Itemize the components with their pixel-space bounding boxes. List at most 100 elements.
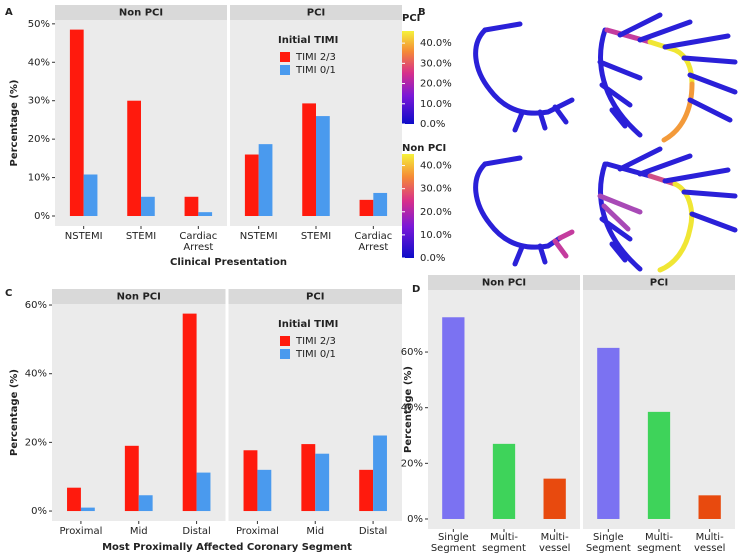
legend-title: Initial TIMI: [278, 319, 338, 330]
x-tick-label: Multi-vessel: [539, 532, 570, 553]
facet-title: Non PCI: [119, 8, 163, 19]
bar: [442, 317, 465, 519]
x-tick-label: STEMI: [301, 231, 331, 242]
x-tick-label: Multi-vessel: [694, 532, 725, 553]
panel-label: D: [412, 284, 420, 295]
colorbar: [402, 31, 414, 124]
legend-title: Initial TIMI: [278, 35, 338, 46]
coronary-diagram-pci: [473, 12, 738, 143]
panel-label: A: [5, 7, 13, 18]
colorbar-tick-label: 30.0%: [420, 184, 452, 195]
colorbar-tick-label: 40.0%: [420, 38, 452, 49]
bar: [359, 199, 374, 217]
y-tick-label: 20%: [28, 134, 50, 145]
bar: [182, 313, 197, 512]
colorbar-tick-label: 0.0%: [420, 253, 445, 264]
y-tick-label: 0%: [34, 211, 50, 222]
colorbar-tick-label: 20.0%: [420, 207, 452, 218]
bar: [69, 29, 84, 217]
x-tick-label: Multi-segment: [637, 532, 681, 553]
colorbar-tick-label: 40.0%: [420, 161, 452, 172]
y-axis-title: Percentage (%): [9, 369, 20, 456]
bar: [244, 154, 259, 217]
x-tick-label: NSTEMI: [240, 231, 278, 242]
bar: [316, 116, 330, 217]
vessel: [657, 181, 695, 273]
x-tick-label: Mid: [306, 526, 324, 537]
facet-strip: [55, 5, 227, 20]
bar: [301, 444, 316, 512]
bar: [597, 347, 620, 519]
x-tick-label: Cardiac Arrest: [354, 231, 392, 253]
bar: [80, 507, 95, 512]
bar: [141, 196, 155, 217]
vessel: [647, 39, 695, 87]
bar: [184, 196, 199, 217]
facet-strip: [230, 5, 402, 20]
bar: [373, 435, 387, 512]
facet-strip: [52, 289, 226, 304]
vessel: [473, 161, 563, 250]
bar: [647, 411, 671, 519]
bar: [543, 478, 566, 519]
legend-label: TIMI 2/3: [295, 52, 336, 63]
facet-title: PCI: [307, 8, 325, 19]
panel-label: B: [418, 7, 426, 18]
vessel: [661, 81, 695, 143]
y-tick-label: 20%: [25, 437, 47, 448]
y-tick-label: 40%: [28, 57, 50, 68]
vessel: [617, 12, 738, 123]
vessel: [482, 21, 569, 133]
bar: [196, 472, 211, 512]
y-tick-label: 0%: [31, 506, 47, 517]
bar: [127, 100, 141, 217]
y-tick-label: 20%: [401, 458, 423, 469]
legend-label: TIMI 0/1: [295, 349, 336, 360]
bar: [138, 495, 153, 512]
legend-label: TIMI 0/1: [295, 65, 336, 76]
x-tick-label: Single Segment: [586, 532, 631, 553]
facet-strip: [428, 275, 580, 290]
x-tick-label: Single Segment: [431, 532, 476, 553]
colorbar-tick-label: 10.0%: [420, 230, 452, 241]
colorbar-tick-label: 10.0%: [420, 99, 452, 110]
bar: [258, 144, 273, 217]
bar: [315, 453, 330, 512]
colorbar-tick-label: 0.0%: [420, 119, 445, 130]
bar: [359, 469, 374, 512]
facet-strip: [228, 289, 402, 304]
y-tick-label: 40%: [25, 369, 47, 380]
vessel: [598, 161, 653, 272]
vessel: [617, 146, 738, 233]
facet-title: Non PCI: [117, 292, 161, 303]
legend-label: TIMI 2/3: [295, 336, 336, 347]
x-tick-label: Multi-segment: [482, 532, 526, 553]
vessel: [647, 173, 678, 187]
bar: [302, 103, 316, 217]
vessel: [473, 27, 575, 116]
y-tick-label: 50%: [28, 19, 50, 30]
bar: [373, 192, 388, 217]
legend-swatch: [280, 349, 290, 359]
bar: [257, 469, 272, 512]
facet-strip: [583, 275, 735, 290]
x-axis-title: Most Proximally Affected Coronary Segmen…: [102, 542, 352, 553]
y-tick-label: 0%: [407, 514, 423, 525]
bar: [124, 445, 139, 512]
coronary-diagram-non-pci: [473, 146, 738, 273]
x-tick-label: Proximal: [59, 526, 102, 537]
x-tick-label: Distal: [182, 526, 211, 537]
vessel: [557, 229, 575, 241]
panel-label: C: [5, 288, 12, 299]
bar: [198, 212, 213, 217]
bar: [67, 487, 81, 512]
y-tick-label: 30%: [28, 96, 50, 107]
facet-title: Non PCI: [482, 278, 526, 289]
x-tick-label: Proximal: [236, 526, 279, 537]
x-tick-label: Mid: [130, 526, 148, 537]
vessel: [552, 238, 569, 259]
y-axis-title: Percentage (%): [9, 80, 20, 167]
x-tick-label: NSTEMI: [65, 231, 103, 242]
y-tick-label: 60%: [401, 347, 423, 358]
